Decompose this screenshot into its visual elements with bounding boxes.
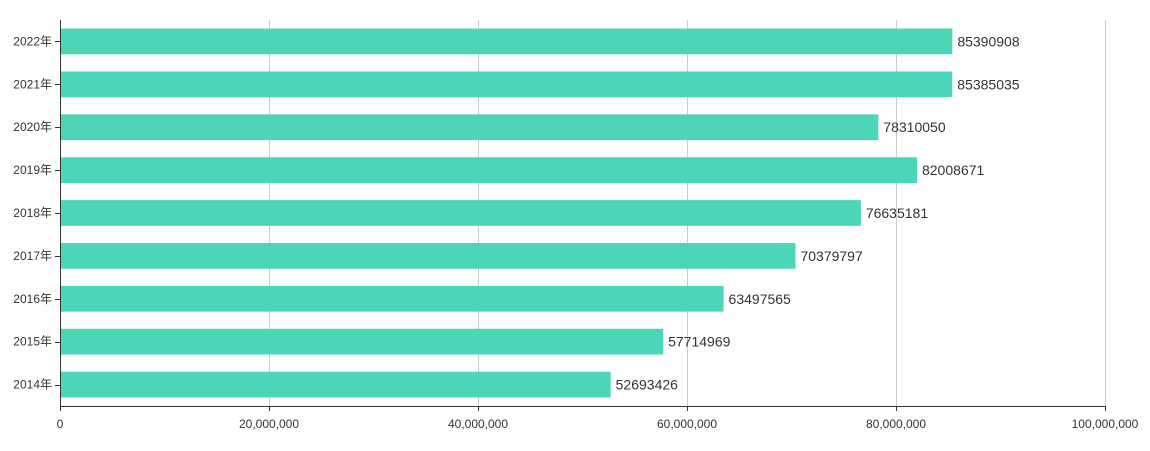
bar-7	[61, 328, 664, 355]
y-tick-label-6: 2016年	[13, 292, 52, 306]
x-tick-label-3: 60,000,000	[657, 417, 717, 431]
value-label-8: 52693426	[616, 377, 679, 393]
bar-6	[61, 285, 724, 312]
value-label-5: 70379797	[800, 248, 863, 264]
y-tick-label-7: 2015年	[13, 335, 52, 349]
y-tick-label-3: 2019年	[13, 163, 52, 177]
x-tick-label-0: 0	[57, 417, 64, 431]
y-tick-label-8: 2014年	[13, 378, 52, 392]
bar-5	[61, 243, 796, 269]
value-label-0: 85390908	[957, 33, 1020, 49]
y-tick-label-5: 2017年	[13, 249, 52, 263]
bar-4	[61, 200, 861, 226]
value-label-7: 57714969	[668, 334, 731, 350]
y-tick-label-4: 2018年	[13, 206, 52, 220]
bar-8	[61, 371, 611, 398]
value-label-2: 78310050	[883, 119, 946, 135]
x-tick-label-2: 40,000,000	[448, 417, 508, 431]
value-label-6: 63497565	[729, 291, 792, 307]
value-label-1: 85385035	[957, 76, 1020, 92]
y-tick-label-1: 2021年	[13, 77, 52, 91]
bar-3	[61, 157, 917, 183]
bar-0	[61, 28, 953, 55]
x-tick-label-1: 20,000,000	[239, 417, 299, 431]
bar-2	[61, 114, 879, 141]
y-tick-label-2: 2020年	[13, 120, 52, 134]
bar-1	[61, 71, 953, 98]
axes	[55, 20, 1106, 411]
x-tick-label-4: 80,000,000	[866, 417, 926, 431]
bars	[61, 28, 953, 398]
value-label-4: 76635181	[866, 205, 929, 221]
labels: 2022年 85390908 2021年 85385035 2020年 78310050 2…	[13, 33, 1138, 431]
x-tick-label-5: 100,000,000	[1072, 417, 1139, 431]
value-label-3: 82008671	[922, 162, 985, 178]
y-tick-label-0: 2022年	[13, 34, 52, 48]
